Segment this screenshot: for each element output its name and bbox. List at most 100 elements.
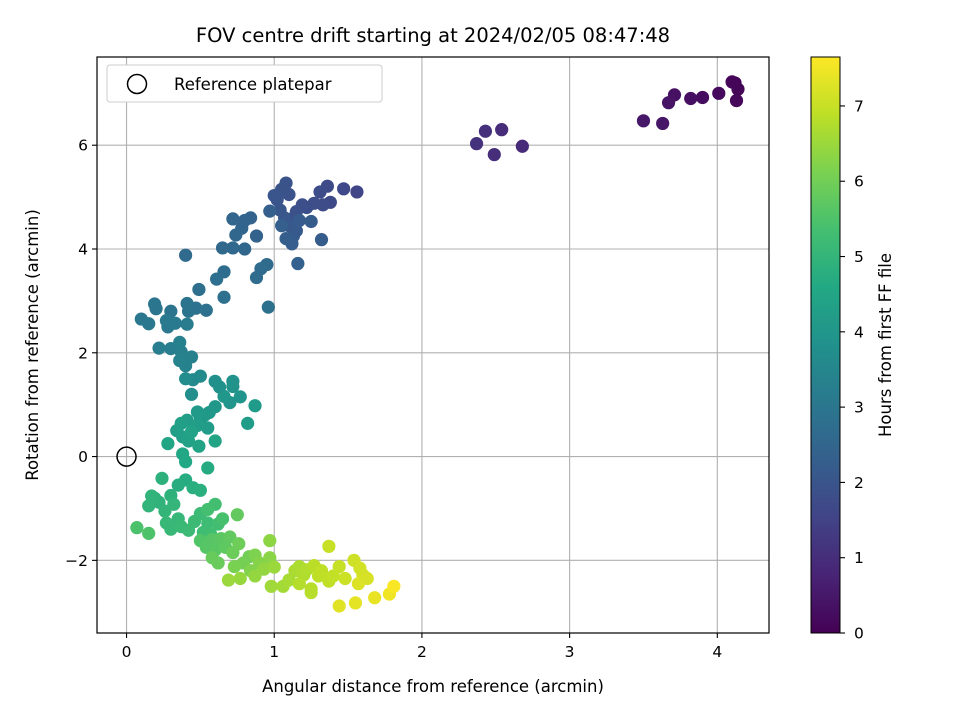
y-tick-label: 0 xyxy=(78,448,88,466)
data-point xyxy=(199,303,213,317)
colorbar-tick-label: 1 xyxy=(854,549,864,567)
data-point xyxy=(350,185,364,199)
colorbar-tick-label: 3 xyxy=(854,399,864,417)
data-point xyxy=(184,425,199,439)
data-point xyxy=(304,214,318,229)
reference-marker xyxy=(116,446,137,467)
data-point xyxy=(469,137,484,151)
data-point xyxy=(314,564,329,578)
data-point xyxy=(337,182,351,196)
data-point xyxy=(229,228,243,242)
colorbar-tick-label: 5 xyxy=(854,248,864,266)
data-points xyxy=(130,75,745,613)
data-point xyxy=(712,86,726,100)
data-point xyxy=(292,577,306,591)
chart-title: FOV centre drift starting at 2024/02/05 … xyxy=(196,24,670,47)
y-tick-label: 2 xyxy=(78,344,88,362)
colorbar-tick-label: 6 xyxy=(854,173,864,191)
colorbar-tick-label: 0 xyxy=(854,625,864,643)
data-point xyxy=(208,434,222,448)
x-tick-label: 4 xyxy=(712,643,722,661)
colorbar-tick-label: 4 xyxy=(854,323,864,341)
data-point xyxy=(368,591,382,605)
data-point xyxy=(636,114,651,128)
data-point xyxy=(142,526,156,540)
data-point xyxy=(291,256,305,271)
y-axis-label: Rotation from reference (arcmin) xyxy=(23,209,42,481)
data-point xyxy=(142,317,156,331)
y-tick-label: −2 xyxy=(65,552,88,570)
data-point xyxy=(226,212,240,226)
data-point xyxy=(192,282,206,297)
data-point xyxy=(232,537,246,551)
data-point xyxy=(211,556,225,570)
data-point xyxy=(304,585,318,600)
data-point xyxy=(221,573,236,587)
data-point xyxy=(142,499,156,513)
data-point xyxy=(263,534,277,548)
data-point xyxy=(161,436,175,451)
data-point xyxy=(695,90,710,105)
data-point xyxy=(267,560,281,574)
x-axis-ticks: 0 1 2 3 4 xyxy=(122,633,722,661)
data-point xyxy=(233,390,247,404)
y-tick-label: 6 xyxy=(78,137,88,155)
data-point xyxy=(179,455,193,469)
data-point xyxy=(193,369,207,383)
data-point xyxy=(227,559,241,574)
colorbar-tick-label: 7 xyxy=(854,97,864,115)
data-point xyxy=(332,599,346,613)
data-point xyxy=(725,75,739,89)
data-point xyxy=(168,316,182,330)
plot-frame xyxy=(96,56,770,634)
data-point xyxy=(292,213,306,228)
data-point xyxy=(215,241,230,255)
data-point xyxy=(179,248,193,262)
data-point xyxy=(226,241,240,255)
data-point xyxy=(267,188,281,203)
data-point xyxy=(248,399,262,413)
colorbar-ticks: 0 1 2 3 4 5 6 7 xyxy=(840,97,864,643)
colorbar-tick-label: 2 xyxy=(854,474,864,492)
data-point xyxy=(248,569,262,583)
data-point xyxy=(215,512,230,526)
data-point xyxy=(217,389,231,403)
x-axis-label: Angular distance from reference (arcmin) xyxy=(262,677,604,696)
data-point xyxy=(171,478,185,492)
data-point xyxy=(249,229,264,243)
data-point xyxy=(515,139,529,153)
legend-box xyxy=(106,64,383,103)
data-point xyxy=(180,317,194,331)
data-point xyxy=(322,539,336,553)
data-point xyxy=(179,359,193,373)
data-point xyxy=(164,522,178,536)
legend-label: Reference platepar xyxy=(174,75,332,94)
data-point xyxy=(173,335,187,350)
data-point xyxy=(264,579,278,593)
x-tick-label: 3 xyxy=(565,643,575,661)
data-point xyxy=(130,521,144,535)
data-point xyxy=(149,302,163,316)
data-point xyxy=(241,416,255,430)
data-point xyxy=(261,300,275,314)
data-point xyxy=(155,471,169,485)
data-point xyxy=(313,185,327,199)
legend: Reference platepar xyxy=(106,64,383,103)
data-point xyxy=(238,242,252,256)
data-point xyxy=(249,270,264,285)
data-point xyxy=(487,147,501,162)
data-point xyxy=(289,224,303,238)
data-point xyxy=(263,204,277,218)
data-point xyxy=(167,497,181,511)
y-tick-label: 4 xyxy=(78,241,88,259)
data-point xyxy=(661,96,676,110)
x-tick-label: 0 xyxy=(122,643,132,661)
data-point xyxy=(332,559,346,574)
data-point xyxy=(230,508,244,522)
data-point xyxy=(495,123,509,137)
data-point xyxy=(226,379,240,394)
data-point xyxy=(184,387,199,401)
data-point xyxy=(192,439,206,453)
data-point xyxy=(201,421,215,435)
